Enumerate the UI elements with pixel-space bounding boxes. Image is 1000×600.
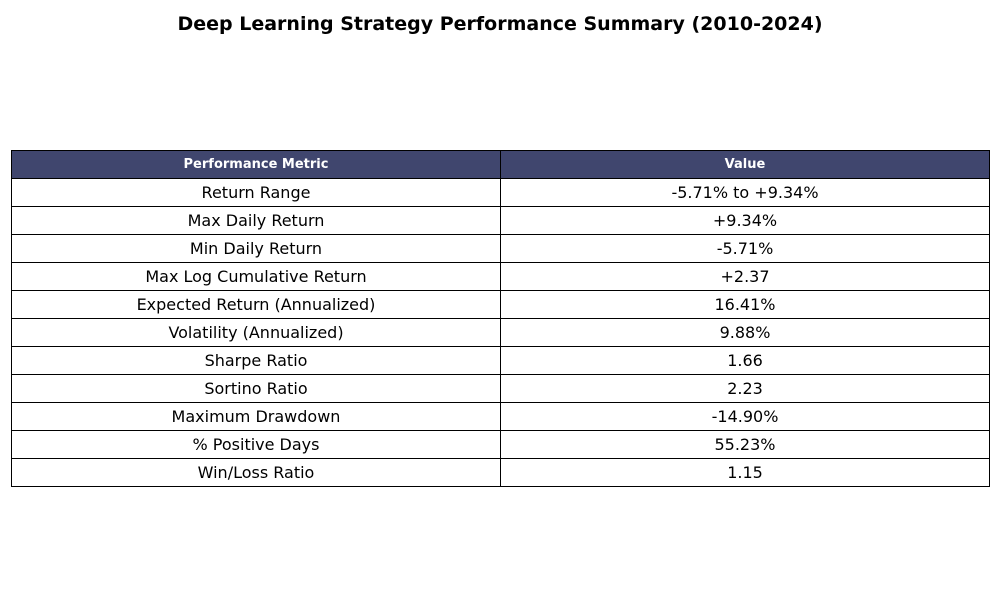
metric-cell: Win/Loss Ratio (11, 458, 501, 487)
performance-summary-table: Performance Metric Value Return Range -5… (11, 150, 990, 487)
value-cell: -5.71% (500, 234, 990, 263)
value-cell: -5.71% to +9.34% (500, 178, 990, 207)
table-header-row: Performance Metric Value (11, 150, 990, 179)
table-row: Min Daily Return -5.71% (11, 234, 990, 263)
table-row: Max Daily Return +9.34% (11, 206, 990, 235)
table-row: Expected Return (Annualized) 16.41% (11, 290, 990, 319)
value-cell: 55.23% (500, 430, 990, 459)
table-row: Volatility (Annualized) 9.88% (11, 318, 990, 347)
metric-cell: Return Range (11, 178, 501, 207)
value-cell: 1.15 (500, 458, 990, 487)
column-header-metric: Performance Metric (11, 150, 501, 179)
value-cell: +2.37 (500, 262, 990, 291)
metric-cell: Min Daily Return (11, 234, 501, 263)
chart-title: Deep Learning Strategy Performance Summa… (177, 13, 823, 35)
metric-cell: Max Log Cumulative Return (11, 262, 501, 291)
metric-cell: Sharpe Ratio (11, 346, 501, 375)
value-cell: 16.41% (500, 290, 990, 319)
metric-cell: % Positive Days (11, 430, 501, 459)
metric-cell: Volatility (Annualized) (11, 318, 501, 347)
metric-cell: Sortino Ratio (11, 374, 501, 403)
value-cell: 1.66 (500, 346, 990, 375)
value-cell: 2.23 (500, 374, 990, 403)
table-row: % Positive Days 55.23% (11, 430, 990, 459)
table-row: Sortino Ratio 2.23 (11, 374, 990, 403)
metric-cell: Maximum Drawdown (11, 402, 501, 431)
metric-cell: Max Daily Return (11, 206, 501, 235)
value-cell: -14.90% (500, 402, 990, 431)
table-row: Sharpe Ratio 1.66 (11, 346, 990, 375)
table-row: Maximum Drawdown -14.90% (11, 402, 990, 431)
table-row: Return Range -5.71% to +9.34% (11, 178, 990, 207)
value-cell: +9.34% (500, 206, 990, 235)
table-row: Max Log Cumulative Return +2.37 (11, 262, 990, 291)
value-cell: 9.88% (500, 318, 990, 347)
column-header-value: Value (500, 150, 990, 179)
table-row: Win/Loss Ratio 1.15 (11, 458, 990, 487)
metric-cell: Expected Return (Annualized) (11, 290, 501, 319)
